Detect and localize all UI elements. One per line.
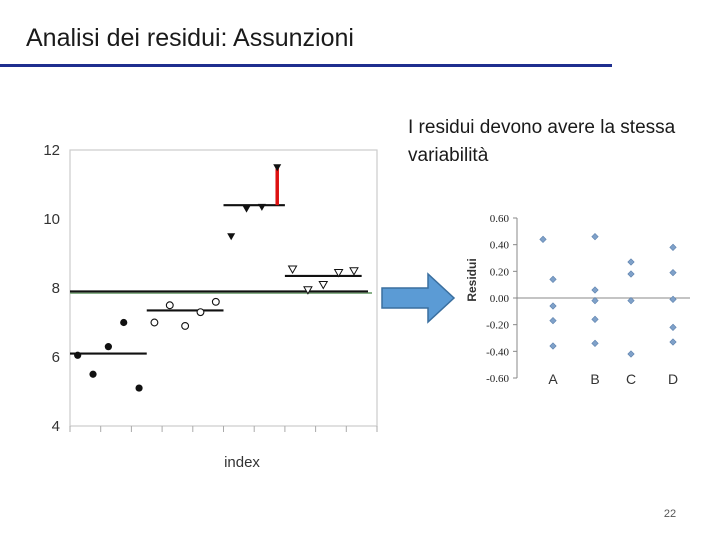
right-chart-yticks: 0.60 0.40 0.20 0.00 -0.20 -0.40 -0.60: [486, 213, 517, 385]
data-point: [318, 281, 329, 290]
residual-point: [627, 258, 635, 266]
residual-point: [591, 286, 599, 294]
data-point: [273, 164, 282, 172]
slide-note: I residui devono avere la stessa variabi…: [408, 117, 676, 166]
data-point: [211, 297, 220, 306]
title-underline: [0, 64, 612, 67]
residual-point: [591, 339, 599, 347]
right-ytick-label: 0.00: [490, 293, 510, 305]
residual-point: [549, 275, 557, 283]
data-point: [287, 265, 298, 275]
right-category-label: A: [548, 371, 558, 387]
data-point: [242, 205, 251, 213]
residual-point: [669, 243, 677, 251]
left-chart-xlabel: index: [224, 454, 260, 471]
residual-point: [669, 269, 677, 277]
data-point: [89, 370, 97, 378]
left-ytick-label: 12: [43, 142, 60, 159]
slide-title: Analisi dei residui: Assunzioni: [26, 24, 354, 52]
left-ytick-label: 6: [52, 349, 60, 366]
residual-point: [627, 350, 635, 358]
data-point: [227, 233, 236, 241]
right-chart-categories: A B C D: [548, 371, 678, 387]
right-category-label: B: [590, 371, 599, 387]
data-point: [120, 318, 128, 327]
page-number: 22: [663, 508, 677, 520]
residual-point: [549, 302, 557, 310]
residual-point: [591, 233, 599, 241]
right-chart-points: [539, 233, 677, 358]
right-ytick-label: 0.60: [490, 213, 510, 225]
left-chart-yticks: 4 6 8 10 12: [43, 142, 60, 435]
residual-point: [669, 338, 677, 346]
data-point: [196, 308, 205, 317]
left-chart-frame: [69, 149, 378, 427]
right-ytick-label: -0.20: [486, 320, 509, 332]
residual-point: [627, 297, 635, 305]
data-point: [257, 203, 266, 211]
left-chart-points: [74, 164, 359, 392]
left-ytick-label: 4: [52, 418, 60, 435]
data-point: [165, 301, 174, 310]
residual-point: [591, 297, 599, 305]
residual-point: [591, 315, 599, 323]
left-chart-xticks: [69, 426, 378, 432]
right-chart-ylabel: Residui: [465, 258, 479, 301]
data-point: [303, 286, 313, 295]
right-category-label: D: [668, 371, 678, 387]
data-point: [104, 343, 112, 351]
residual-point: [549, 342, 557, 350]
right-ytick-label: -0.40: [486, 346, 509, 358]
residual-point: [549, 317, 557, 325]
data-point: [74, 351, 82, 359]
data-point: [333, 268, 344, 278]
residual-point: [539, 235, 547, 243]
right-ytick-label: 0.40: [490, 240, 510, 252]
arrow-icon: [381, 272, 456, 324]
left-chart-group-means: [70, 167, 372, 355]
residual-point: [669, 295, 677, 303]
right-ytick-label: 0.20: [490, 266, 510, 278]
data-point: [150, 318, 159, 327]
residual-point: [669, 323, 677, 331]
data-point: [181, 322, 190, 330]
left-ytick-label: 10: [43, 211, 60, 228]
right-ytick-label: -0.60: [486, 373, 509, 385]
data-point: [135, 384, 143, 392]
right-category-label: C: [626, 371, 636, 387]
residual-point: [627, 270, 635, 278]
data-point: [349, 267, 359, 276]
left-ytick-label: 8: [52, 280, 60, 297]
